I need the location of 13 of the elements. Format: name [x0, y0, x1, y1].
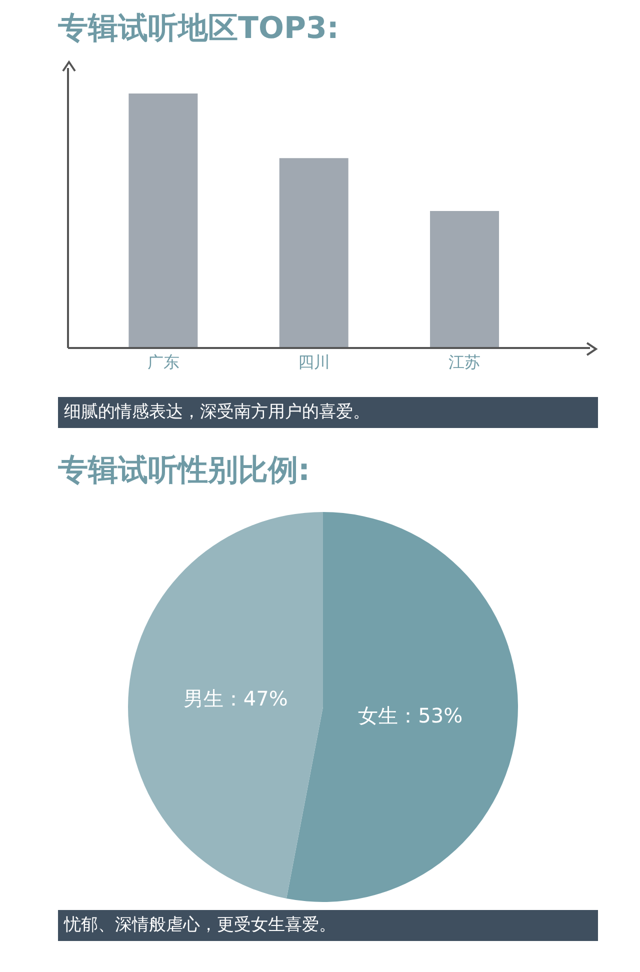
data-label: ：53%: [398, 703, 463, 728]
text: 忧郁、深情般虐心，更受女生喜爱。: [58, 910, 598, 941]
slice-label: 男生: [183, 686, 224, 711]
x-tick-label: 江苏: [448, 352, 481, 372]
chart-title: 专辑试听地区TOP3:: [58, 10, 339, 48]
text: 细腻的情感表达，深受南方用户的喜爱。: [58, 397, 598, 428]
pie-slice: [286, 512, 518, 902]
slice-label: 女生: [358, 703, 398, 728]
chart-title: 专辑试听性别比例:: [58, 452, 310, 490]
x-tick-label: 四川: [298, 352, 330, 372]
x-tick-label: 广东: [147, 352, 180, 372]
data-label: ：47%: [223, 686, 288, 711]
pie-slice: [128, 512, 323, 899]
